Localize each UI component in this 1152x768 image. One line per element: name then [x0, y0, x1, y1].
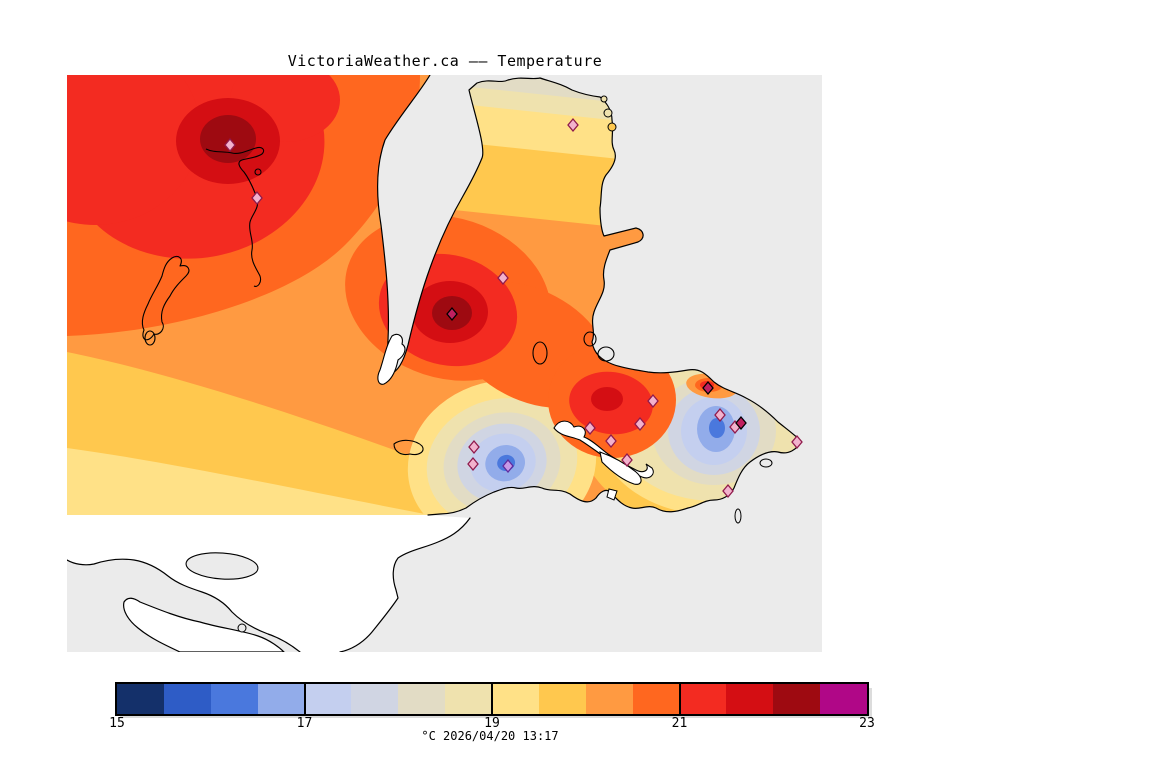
goldstream-inlet [377, 333, 406, 385]
colorbar-tick-mark-19 [491, 682, 493, 716]
station-marker-8 [584, 420, 596, 436]
station-marker-2 [567, 117, 579, 133]
colorbar-segment-8 [492, 684, 539, 714]
colorbar-tick-label-21: 21 [671, 716, 688, 731]
station-marker-18 [621, 452, 633, 468]
station-marker-6 [467, 456, 479, 472]
lake-pair-outline-2 [597, 346, 615, 362]
east-sooke-land [123, 597, 285, 652]
station-marker-1 [251, 190, 263, 206]
station-marker-5 [468, 439, 480, 455]
lake-outlines [141, 146, 615, 456]
colorbar-segment-7 [445, 684, 492, 714]
pond-outline [237, 623, 247, 633]
colorbar-segment-15 [820, 684, 867, 714]
coastline-metchosin [339, 517, 471, 652]
harbour-mouth-notch [606, 488, 618, 501]
station-marker-13 [714, 407, 726, 423]
east-hot-spot [569, 371, 653, 435]
colorbar-segment-10 [585, 684, 633, 714]
station-marker-9 [605, 433, 617, 449]
station-marker-10 [634, 416, 646, 432]
station-marker-3 [497, 270, 509, 286]
station-marker-11 [647, 393, 659, 409]
colorbar-segment-0 [117, 684, 164, 714]
gorge-waterway [599, 451, 642, 485]
station-marker-15 [735, 415, 747, 431]
colorbar-tick-label-19: 19 [484, 716, 500, 731]
arm-cove-outline [254, 168, 262, 176]
station-marker-0 [224, 137, 236, 153]
esquimalt-harbour [553, 420, 654, 479]
islet-ne-2 [603, 108, 613, 118]
colorbar-segment-6 [398, 684, 446, 714]
colorbar-segment-4 [304, 684, 352, 714]
station-markers [224, 117, 803, 499]
colorbar-segment-9 [538, 684, 586, 714]
colorbar-tick-mark-17 [303, 682, 306, 716]
station-marker-7 [502, 458, 514, 474]
lake-shawnigan-outline [141, 255, 190, 341]
colorbar-segment-11 [632, 684, 680, 714]
sooke-basin [185, 552, 259, 580]
langford-lake-outline [393, 439, 424, 456]
small-lake-outline [144, 330, 156, 346]
page-title: VictoriaWeather.ca —— Temperature [287, 52, 603, 70]
inland-waters [377, 95, 773, 524]
colorbar-segment-12 [679, 684, 727, 714]
colorbar-caption: °C 2026/04/20 13:17 [421, 729, 559, 743]
station-marker-12 [702, 380, 714, 396]
temperature-map [67, 75, 822, 652]
colorbar-tick-label-17: 17 [296, 716, 313, 731]
beaver-lake-outline [532, 341, 548, 365]
colorbar-segment-13 [726, 684, 774, 714]
colorbar-segment-2 [210, 684, 258, 714]
finlayson-arm-outline [205, 146, 265, 287]
islet-se-1 [759, 458, 773, 468]
islet-ne-1 [600, 95, 608, 103]
colorbar-tick-label-23: 23 [859, 716, 875, 731]
lake-pair-outline-1 [583, 331, 597, 347]
field-band-19 [67, 448, 430, 515]
colorbar-tick-label-15: 15 [109, 716, 125, 731]
coastline-main [377, 75, 802, 516]
station-marker-4 [446, 306, 458, 322]
islet-ne-3 [607, 122, 617, 132]
coastline-sooke-north [67, 558, 301, 652]
colorbar-segment-14 [773, 684, 821, 714]
colorbar-segment-3 [257, 684, 305, 714]
station-marker-17 [722, 483, 734, 499]
no-data-band [67, 515, 470, 652]
station-marker-16 [791, 434, 803, 450]
colorbar-segment-5 [351, 684, 399, 714]
colorbar-tick-mark-21 [678, 682, 681, 716]
islet-se-2 [734, 508, 742, 524]
no-data-land [67, 515, 471, 652]
colorbar-segment-1 [163, 684, 211, 714]
northwest-hot-spot [67, 75, 340, 259]
